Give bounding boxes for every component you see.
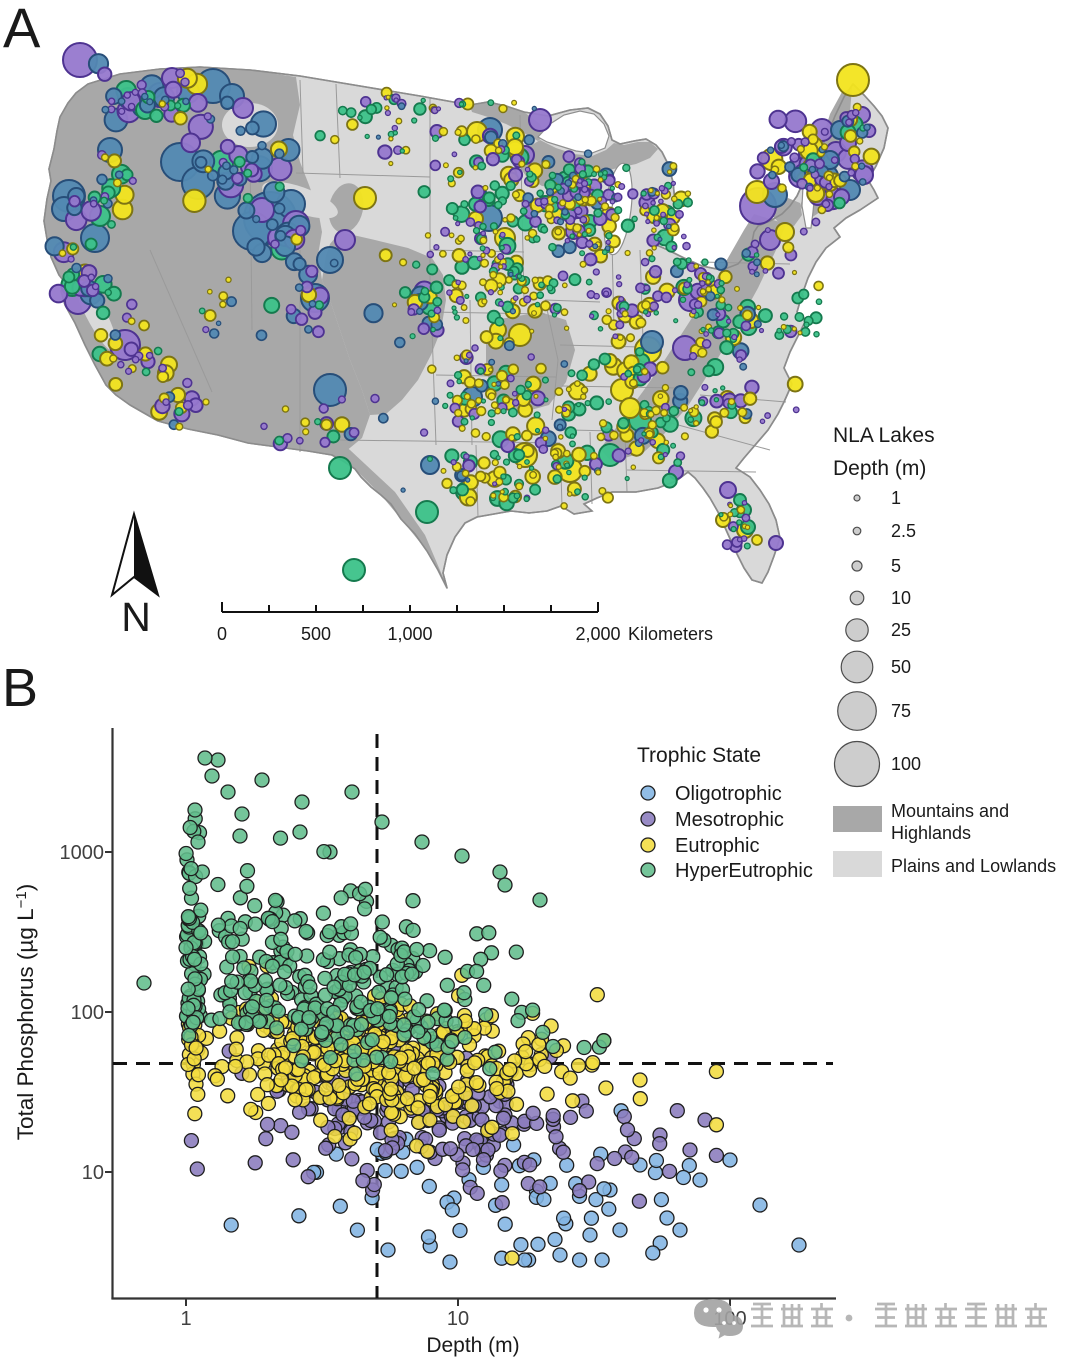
svg-text:25: 25 (891, 620, 911, 640)
svg-text:Eutrophic: Eutrophic (675, 835, 760, 857)
svg-text:10: 10 (447, 1308, 469, 1330)
svg-text:NLA Lakes: NLA Lakes (833, 424, 935, 447)
svg-text:N: N (121, 594, 151, 640)
svg-text:B: B (2, 658, 38, 718)
svg-text:1,000: 1,000 (387, 624, 432, 644)
svg-text:75: 75 (891, 701, 911, 721)
svg-text:100: 100 (891, 754, 921, 774)
svg-text:500: 500 (301, 624, 331, 644)
svg-text:Oligotrophic: Oligotrophic (675, 783, 782, 805)
svg-text:A: A (3, 0, 41, 59)
svg-text:10: 10 (82, 1162, 104, 1184)
svg-text:HyperEutrophic: HyperEutrophic (675, 860, 813, 882)
svg-text:1000: 1000 (60, 842, 105, 864)
svg-text:2,000: 2,000 (575, 624, 620, 644)
svg-text:1: 1 (891, 488, 901, 508)
svg-text:2.5: 2.5 (891, 521, 916, 541)
svg-text:50: 50 (891, 657, 911, 677)
svg-text:0: 0 (217, 624, 227, 644)
svg-text:Mesotrophic: Mesotrophic (675, 809, 784, 831)
svg-text:Mountains and: Mountains and (891, 801, 1009, 821)
svg-text:1: 1 (180, 1308, 191, 1330)
svg-text:100: 100 (71, 1002, 104, 1024)
svg-text:Total Phosphorus (µg L−1): Total Phosphorus (µg L−1) (13, 884, 38, 1140)
svg-text:Highlands: Highlands (891, 823, 971, 843)
svg-text:10: 10 (891, 588, 911, 608)
svg-text:Plains and Lowlands: Plains and Lowlands (891, 856, 1056, 876)
svg-text:Depth (m): Depth (m) (426, 1334, 519, 1357)
svg-text:Kilometers: Kilometers (628, 624, 713, 644)
svg-text:5: 5 (891, 556, 901, 576)
svg-text:Trophic State: Trophic State (637, 744, 761, 767)
svg-text:Depth (m): Depth (m) (833, 457, 926, 480)
